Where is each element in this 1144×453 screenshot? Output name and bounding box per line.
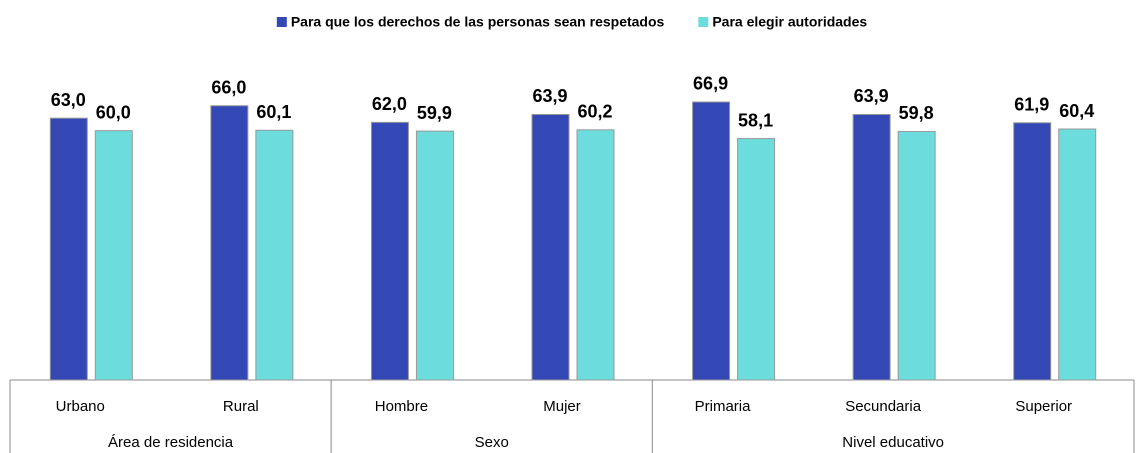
- bar: [897, 130, 936, 381]
- value-label: 60,2: [577, 102, 612, 122]
- value-label: 60,0: [96, 102, 131, 122]
- bar: [1013, 122, 1052, 381]
- value-label: 66,0: [211, 77, 246, 97]
- bar: [415, 130, 454, 381]
- value-label: 62,0: [372, 94, 407, 114]
- bar: [94, 130, 133, 381]
- bar: [1058, 128, 1097, 381]
- bar: [210, 105, 249, 381]
- bar: [255, 129, 294, 381]
- x-tick-label: Secundaria: [845, 398, 922, 415]
- bar: [692, 101, 731, 381]
- x-tick-label: Urbano: [56, 398, 105, 415]
- value-label: 60,1: [256, 102, 291, 122]
- bar: [531, 113, 570, 381]
- x-tick-label: Superior: [1015, 398, 1072, 415]
- value-label: 58,1: [738, 110, 773, 130]
- value-label: 63,9: [854, 86, 889, 106]
- bar: [49, 117, 88, 381]
- x-tick-label: Mujer: [543, 398, 581, 415]
- bar: [737, 138, 776, 381]
- bar: [576, 129, 615, 381]
- legend-swatch: [698, 17, 709, 27]
- bar: [852, 113, 891, 381]
- value-label: 59,9: [417, 103, 452, 123]
- value-label: 63,0: [51, 90, 86, 110]
- value-label: 66,9: [693, 74, 728, 94]
- x-tick-label: Hombre: [375, 398, 428, 415]
- group-label: Nivel educativo: [842, 434, 944, 451]
- value-label: 63,9: [532, 86, 567, 106]
- value-label: 59,8: [899, 103, 934, 123]
- value-label: 60,4: [1059, 101, 1094, 121]
- group-label: Sexo: [475, 434, 509, 451]
- value-label: 61,9: [1014, 95, 1049, 115]
- legend-label: Para que los derechos de las personas se…: [291, 14, 665, 30]
- x-tick-label: Primaria: [695, 398, 751, 415]
- x-tick-label: Rural: [223, 398, 259, 415]
- legend-swatch: [276, 17, 287, 27]
- bar: [370, 121, 409, 381]
- group-label: Área de residencia: [108, 434, 234, 451]
- legend-label: Para elegir autoridades: [712, 14, 867, 30]
